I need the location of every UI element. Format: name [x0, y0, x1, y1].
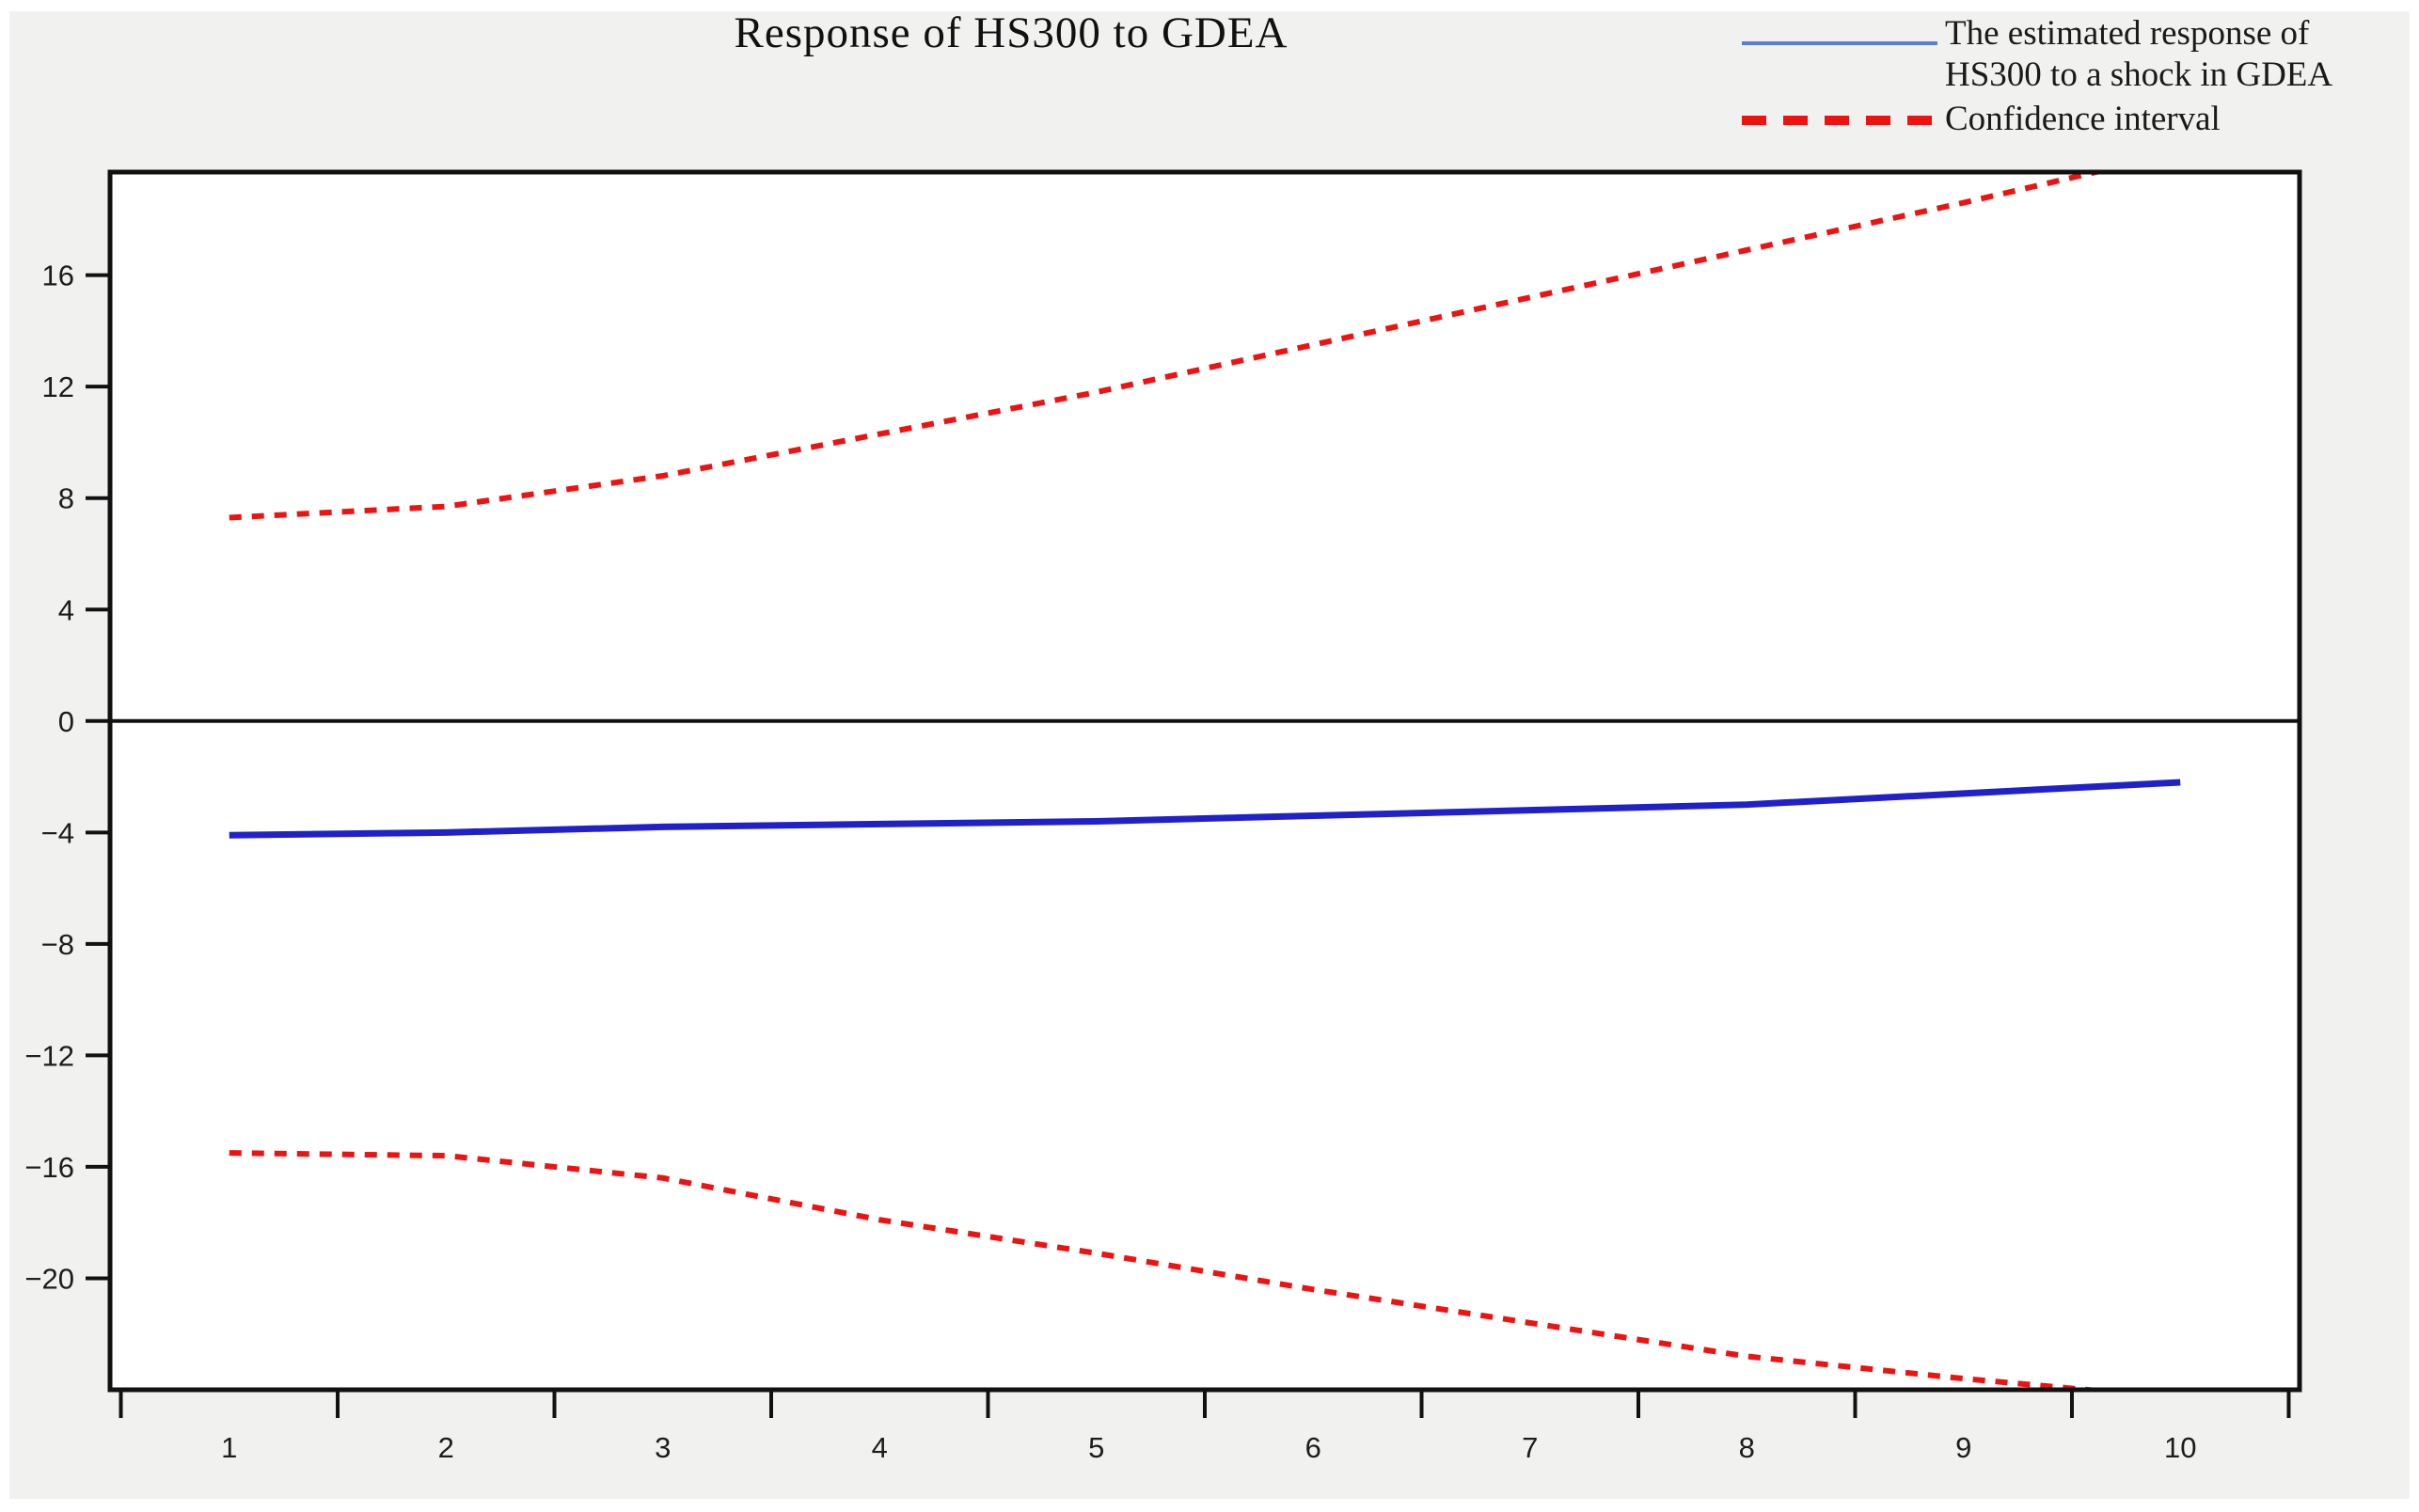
y-tick-label: −4 — [41, 816, 74, 849]
legend-item-confidence-interval: Confidence interval — [1742, 99, 2415, 140]
legend-dashed-line-icon — [1742, 99, 1937, 140]
y-tick-label: −8 — [41, 928, 74, 961]
legend-label-line: HS300 to a shock in GDEA — [1945, 55, 2333, 94]
y-tick-label: −20 — [24, 1262, 74, 1295]
y-tick-label: 12 — [42, 370, 74, 403]
x-tick-label: 8 — [1739, 1431, 1755, 1464]
plot-area — [110, 172, 2300, 1390]
legend-label-line: The estimated response of — [1945, 14, 2310, 53]
chart-legend: The estimated response of HS300 to a shoc… — [1742, 13, 2415, 140]
series-line-0-estimate — [229, 779, 2181, 839]
x-tick-label: 2 — [438, 1431, 454, 1464]
y-tick-label: 0 — [58, 705, 74, 738]
y-tick-label: 16 — [42, 260, 74, 292]
y-tick-label: 4 — [58, 593, 74, 626]
legend-label: The estimated response of HS300 to a shoc… — [1945, 13, 2332, 95]
series-group — [229, 172, 2181, 1390]
x-tick-label: 10 — [2164, 1431, 2196, 1464]
x-tick-label: 5 — [1088, 1431, 1104, 1464]
legend-item-estimated-response: The estimated response of HS300 to a shoc… — [1742, 13, 2415, 95]
chart-title: Response of HS300 to GDEA — [734, 8, 1289, 57]
y-tick-label: −16 — [24, 1151, 74, 1184]
y-tick-label: 8 — [58, 482, 74, 515]
legend-solid-line-icon — [1742, 13, 1937, 95]
legend-label-line: Confidence interval — [1945, 100, 2221, 139]
x-tick-label: 4 — [872, 1431, 888, 1464]
x-tick-label: 3 — [655, 1431, 671, 1464]
x-tick-label: 6 — [1305, 1431, 1321, 1464]
x-tick-label: 7 — [1522, 1431, 1538, 1464]
x-tick-label: 1 — [221, 1431, 237, 1464]
x-tick-label: 9 — [1955, 1431, 1971, 1464]
y-tick-label: −12 — [24, 1039, 74, 1072]
legend-label: Confidence interval — [1945, 99, 2221, 140]
series-line-1-confidence — [229, 172, 2109, 521]
series-line-2-confidence — [229, 1150, 2119, 1390]
